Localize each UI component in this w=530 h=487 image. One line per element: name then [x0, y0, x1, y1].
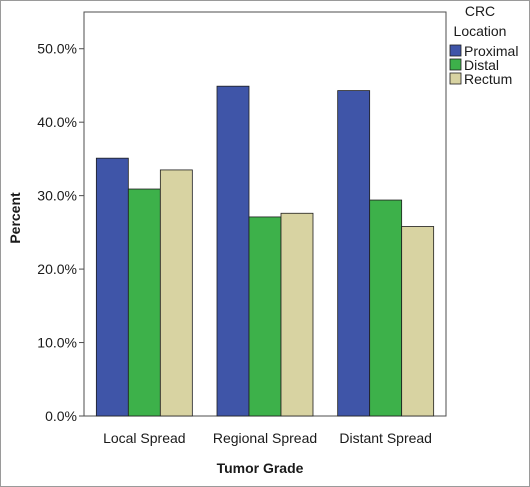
y-tick-label: 40.0%	[37, 114, 77, 130]
y-tick-label: 50.0%	[37, 41, 77, 57]
y-axis-title: Percent	[7, 192, 23, 244]
x-axis-title: Tumor Grade	[217, 460, 304, 476]
bar-proximal-0	[95, 157, 129, 417]
x-tick-label: Regional Spread	[213, 430, 317, 446]
legend-label-proximal: Proximal	[464, 43, 518, 59]
bar-distal-2	[369, 199, 403, 417]
bar-distal-1	[248, 216, 282, 417]
bar-distal-0	[127, 188, 161, 417]
bar-rectum-0	[159, 169, 193, 417]
x-axis: Local Spread Regional Spread Distant Sprea…	[103, 430, 432, 446]
y-axis: 0.0% 10.0% 20.0% 30.0% 40.0% 50.0%	[37, 41, 84, 424]
legend-swatch-distal	[449, 58, 462, 71]
y-tick-label: 0.0%	[45, 408, 77, 424]
x-tick-label: Local Spread	[103, 430, 186, 446]
legend-title-line-2: Location	[454, 23, 507, 39]
bar-rectum-2	[401, 226, 435, 417]
legend-title-line-1: CRC	[465, 3, 495, 19]
bar-rectum-1	[280, 212, 314, 417]
x-tick-label: Distant Spread	[339, 430, 432, 446]
y-tick-label: 10.0%	[37, 335, 77, 351]
y-tick-label: 30.0%	[37, 188, 77, 204]
legend-swatch-proximal	[449, 44, 462, 57]
bars	[95, 85, 435, 417]
bar-proximal-1	[216, 85, 250, 417]
bar-proximal-2	[337, 90, 371, 417]
legend-label-rectum: Rectum	[464, 71, 512, 87]
legend-label-distal: Distal	[464, 57, 499, 73]
legend-swatch-rectum	[449, 72, 462, 85]
y-tick-label: 20.0%	[37, 261, 77, 277]
